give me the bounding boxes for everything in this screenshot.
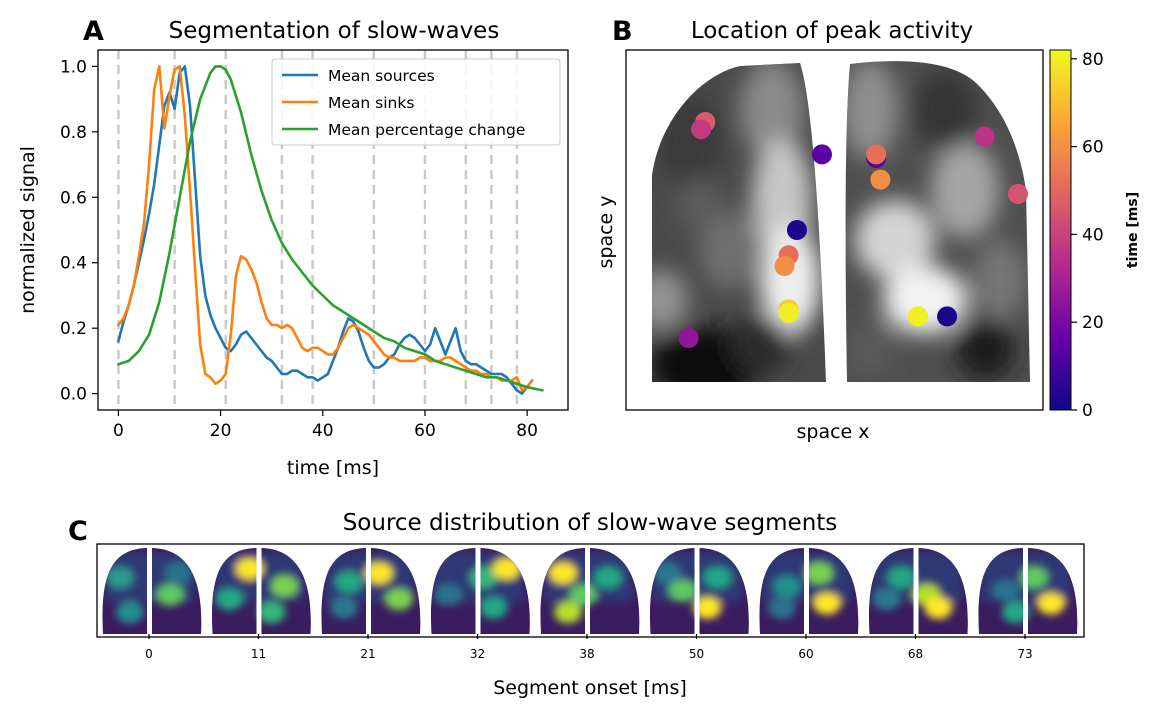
colorbar-tick-label: 60 — [1082, 138, 1104, 158]
segment-onset-label: 50 — [689, 647, 704, 661]
segment-map — [102, 548, 202, 634]
peak-point — [778, 302, 799, 323]
peak-point — [678, 328, 699, 348]
peak-point — [811, 144, 832, 165]
panel-a-legend: Mean sources Mean sinks Mean percentage … — [271, 58, 561, 146]
y-tick-label: 0.2 — [60, 319, 87, 339]
segment-source-maps — [102, 548, 1078, 634]
legend-label-sinks: Mean sinks — [328, 94, 414, 112]
legend-label-percentage: Mean percentage change — [328, 121, 525, 139]
peak-point — [786, 220, 807, 240]
panel-b-xlabel: space x — [796, 421, 869, 443]
panel-a-ylabel: normalized signal — [17, 146, 39, 314]
panel-c-ticks: 0 11 21 32 38 50 60 68 73 — [145, 634, 1033, 661]
segment-onset-label: 11 — [251, 647, 266, 661]
segment-map — [759, 548, 859, 634]
peak-point — [937, 306, 958, 327]
panel-b-title: Location of peak activity — [691, 18, 973, 44]
colorbar-tick-label: 20 — [1082, 313, 1104, 333]
peak-point — [866, 144, 887, 165]
segment-onset-label: 0 — [145, 647, 153, 661]
segment-onset-label: 32 — [470, 647, 485, 661]
y-tick-label: 0.8 — [60, 123, 87, 143]
panel-a-title: Segmentation of slow-waves — [169, 18, 500, 44]
panel-b-ylabel: space y — [595, 195, 617, 268]
peak-point — [870, 169, 891, 190]
panel-c-xlabel: Segment onset [ms] — [493, 677, 687, 699]
series-line-mean-sources — [117, 65, 534, 395]
y-tick-label: 0.6 — [60, 188, 87, 208]
x-tick-label: 60 — [414, 421, 436, 441]
brain-map-left-hemisphere — [652, 63, 826, 382]
panel-a-ticks: 0 20 40 60 80 0.0 0.2 0.4 0.6 0.8 1.0 — [60, 57, 538, 441]
brain-map-right-hemisphere — [845, 61, 1030, 382]
segment-map — [978, 548, 1078, 634]
panel-label-b: B — [612, 16, 633, 47]
colorbar-tick-label: 80 — [1082, 50, 1104, 70]
colorbar — [1049, 49, 1072, 411]
colorbar-tick-label: 0 — [1082, 401, 1093, 421]
peak-point — [774, 256, 795, 276]
colorbar-tick-label: 40 — [1082, 225, 1104, 245]
legend-box — [271, 58, 561, 146]
segment-map — [321, 548, 421, 634]
segment-map — [431, 548, 530, 634]
panel-c-title: Source distribution of slow-wave segment… — [343, 510, 838, 536]
segment-onset-label: 38 — [579, 647, 594, 661]
y-tick-label: 0.4 — [60, 254, 87, 274]
panel-a-xlabel: time [ms] — [287, 457, 379, 479]
x-tick-label: 40 — [312, 421, 334, 441]
line-series — [117, 65, 544, 395]
segment-onset-label: 21 — [360, 647, 375, 661]
legend-label-sources: Mean sources — [328, 67, 435, 85]
panel-c-axes-frame — [96, 543, 1085, 638]
x-tick-label: 0 — [113, 421, 124, 441]
segment-onset-label: 60 — [798, 647, 813, 661]
segment-onset-label: 68 — [908, 647, 923, 661]
x-tick-label: 20 — [210, 421, 232, 441]
segment-map — [540, 548, 640, 634]
peak-point — [1007, 184, 1028, 204]
x-tick-label: 80 — [516, 421, 538, 441]
segment-map — [212, 548, 311, 634]
series-line-mean-percentage-change — [117, 65, 544, 392]
peak-activity-points — [678, 112, 1028, 348]
colorbar-label: time [ms] — [1125, 192, 1141, 268]
panel-a-axes-frame — [97, 49, 569, 411]
segment-onset-label: 73 — [1017, 647, 1032, 661]
peak-point — [691, 119, 712, 140]
y-tick-label: 1.0 — [60, 57, 87, 77]
segment-map — [650, 548, 749, 634]
panel-label-a: A — [83, 16, 104, 47]
segment-map — [869, 548, 968, 634]
panel-b-axes-frame — [625, 49, 1044, 411]
colorbar-ticks: 0 20 40 60 80 — [1071, 50, 1104, 421]
peak-point — [974, 126, 995, 147]
peak-point — [907, 306, 928, 327]
panel-label-c: C — [68, 516, 88, 547]
y-tick-label: 0.0 — [60, 385, 87, 405]
